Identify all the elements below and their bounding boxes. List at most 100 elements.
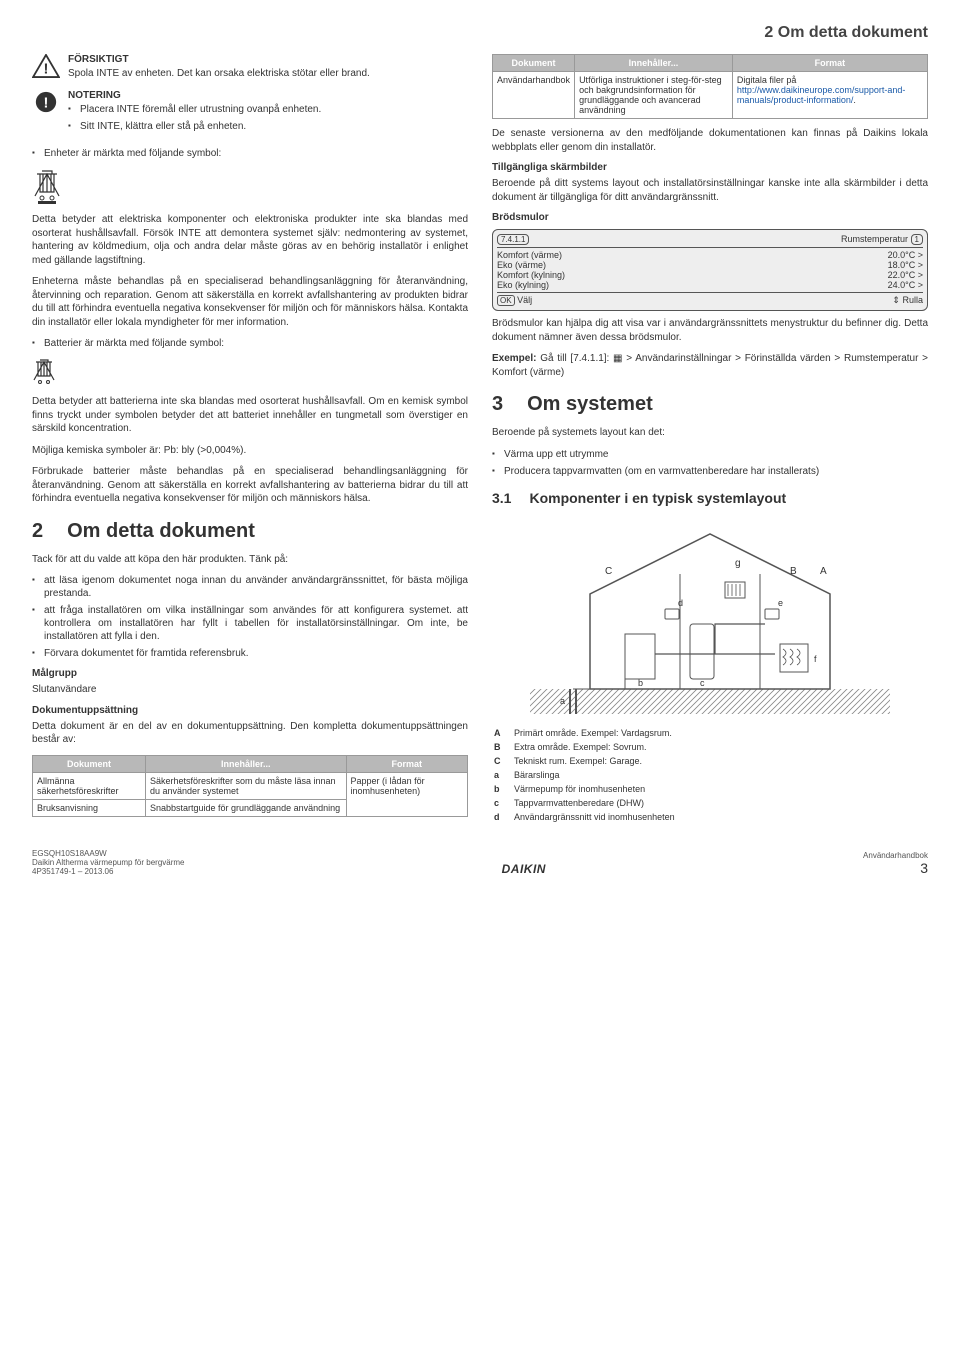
breadcrumbs-heading: Brödsmulor <box>492 212 928 223</box>
lcd-select-label: Välj <box>517 295 532 305</box>
thanks-item: att fråga installatören om vilka inställ… <box>32 604 468 643</box>
lcd-page-badge: 1 <box>911 234 923 245</box>
table-cell: Papper (i lådan för inomhusenheten) <box>346 772 467 816</box>
section-3-title: Om systemet <box>527 393 653 416</box>
section-3-item: Producera tappvarmvatten (om en varmvatt… <box>492 465 928 478</box>
caution-text: Spola INTE av enheten. Det kan orsaka el… <box>68 67 468 80</box>
notice-title: NOTERING <box>68 90 468 101</box>
lcd-row-label: Komfort (värme) <box>497 250 562 260</box>
thanks-text: Tack för att du valde att köpa den här p… <box>32 553 468 567</box>
battery-text-1: Detta betyder att batterierna inte ska b… <box>32 395 468 436</box>
thanks-item: att läsa igenom dokumentet noga innan du… <box>32 574 468 600</box>
caution-block: ! FÖRSIKTIGT Spola INTE av enheten. Det … <box>32 54 468 80</box>
lcd-row-value: 20.0°C > <box>888 250 923 260</box>
table-cell: Digitala filer på http://www.daikineurop… <box>732 72 927 119</box>
caution-title: FÖRSIKTIGT <box>68 54 468 65</box>
svg-text:B: B <box>790 566 797 577</box>
section-2-title: Om detta dokument <box>67 520 255 543</box>
section-3-item: Värma upp ett utrymme <box>492 448 928 461</box>
svg-text:g: g <box>735 558 741 569</box>
page-footer: EGSQH10S18AA9W Daikin Altherma värmepump… <box>32 843 928 876</box>
house-diagram: C g B A d e c b f a <box>492 514 928 717</box>
screens-text: Beroende på ditt systems layout och inst… <box>492 177 928 204</box>
notice-item: Sitt INTE, klättra eller stå på enheten. <box>68 120 468 133</box>
battery-text-2: Möjliga kemiska symboler är: Pb: bly (>0… <box>32 444 468 458</box>
section-3-1-heading: 3.1 Komponenter i en typisk systemlayout <box>492 490 928 506</box>
lcd-screenshot: 7.4.1.1 Rumstemperatur 1 Komfort (värme)… <box>492 229 928 311</box>
screens-heading: Tillgängliga skärmbilder <box>492 162 928 173</box>
lcd-scroll-label: Rulla <box>902 295 923 305</box>
svg-text:!: ! <box>44 61 49 77</box>
table-cell: Säkerhetsföreskrifter som du måste läsa … <box>145 772 346 799</box>
lcd-title: Rumstemperatur <box>841 234 908 244</box>
svg-text:A: A <box>820 566 827 577</box>
footer-product: Daikin Altherma värmepump för bergvärme <box>32 858 185 867</box>
section-3-1-number: 3.1 <box>492 490 511 506</box>
weee-text-1: Detta betyder att elektriska komponenter… <box>32 213 468 267</box>
breadcrumbs-text: Brödsmulor kan hjälpa dig att visa var i… <box>492 317 928 344</box>
table-cell: Bruksanvisning <box>33 799 146 816</box>
docset-table: Dokument Innehåller... Format Allmänna s… <box>32 755 468 817</box>
table-header: Dokument <box>493 55 575 72</box>
lcd-code-badge: 7.4.1.1 <box>497 234 529 245</box>
breadcrumbs-example: Exempel: Gå till [7.4.1.1]: ▦ > Användar… <box>492 352 928 379</box>
table-header: Format <box>346 755 467 772</box>
battery-weee-icon <box>32 356 468 389</box>
footer-model: EGSQH10S18AA9W <box>32 849 185 858</box>
lcd-row-value: 18.0°C > <box>888 260 923 270</box>
section-3-heading: 3 Om systemet <box>492 393 928 416</box>
page-number: 3 <box>863 860 928 876</box>
section-2-heading: 2 Om detta dokument <box>32 520 468 543</box>
thanks-item: Förvara dokumentet för framtida referens… <box>32 647 468 660</box>
page-header-title: 2 Om detta dokument <box>32 24 928 42</box>
table-header: Format <box>732 55 927 72</box>
svg-text:a: a <box>560 696 565 706</box>
lcd-row-value: 22.0°C > <box>888 270 923 280</box>
table-header: Innehåller... <box>575 55 733 72</box>
target-group-text: Slutanvändare <box>32 683 468 697</box>
latest-versions-text: De senaste versionerna av den medföljand… <box>492 127 928 154</box>
footer-docid: 4P351749-1 – 2013.06 <box>32 867 185 876</box>
weee-icon <box>32 166 468 207</box>
docset-table-2: Dokument Innehåller... Format Användarha… <box>492 54 928 119</box>
lcd-row-value: 24.0°C > <box>888 280 923 290</box>
diagram-legend: APrimärt område. Exempel: Vardagsrum. BE… <box>492 725 683 825</box>
doc-link[interactable]: http://www.daikineurope.com/support-and-… <box>737 85 906 105</box>
table-cell: Allmänna säkerhetsföreskrifter <box>33 772 146 799</box>
section-3-1-title: Komponenter i en typisk systemlayout <box>529 490 786 506</box>
table-cell: Snabbstartguide för grundläggande använd… <box>145 799 346 816</box>
notice-block: ! NOTERING Placera INTE föremål eller ut… <box>32 90 468 137</box>
target-group-heading: Målgrupp <box>32 668 468 679</box>
docset-text: Detta dokument är en del av en dokumentu… <box>32 720 468 747</box>
daikin-logo: DAIKIN <box>502 862 546 876</box>
lcd-ok-badge: OK <box>497 295 515 306</box>
section-3-number: 3 <box>492 393 503 416</box>
footer-doc-type: Användarhandbok <box>863 851 928 860</box>
circle-warning-icon: ! <box>32 90 60 114</box>
triangle-warning-icon: ! <box>32 54 60 78</box>
section-3-intro: Beroende på systemets layout kan det: <box>492 426 928 440</box>
battery-intro: Batterier är märkta med följande symbol: <box>32 337 468 350</box>
right-column: Dokument Innehåller... Format Användarha… <box>492 54 928 825</box>
weee-text-2: Enheterna måste behandlas på en speciali… <box>32 275 468 329</box>
left-column: ! FÖRSIKTIGT Spola INTE av enheten. Det … <box>32 54 468 825</box>
table-header: Innehåller... <box>145 755 346 772</box>
svg-text:d: d <box>678 598 683 608</box>
lcd-row-label: Komfort (kylning) <box>497 270 565 280</box>
battery-text-3: Förbrukade batterier måste behandlas på … <box>32 465 468 506</box>
svg-text:!: ! <box>44 96 49 112</box>
docset-heading: Dokumentuppsättning <box>32 705 468 716</box>
lcd-arrows-icon: ⇕ <box>892 295 900 305</box>
table-header: Dokument <box>33 755 146 772</box>
section-2-number: 2 <box>32 520 43 543</box>
svg-text:C: C <box>605 566 612 577</box>
table-cell: Utförliga instruktioner i steg-för-steg … <box>575 72 733 119</box>
svg-text:b: b <box>638 678 643 688</box>
svg-text:c: c <box>700 678 705 688</box>
symbol-intro: Enheter är märkta med följande symbol: <box>32 147 468 160</box>
svg-text:e: e <box>778 598 783 608</box>
table-cell: Användarhandbok <box>493 72 575 119</box>
lcd-row-label: Eko (kylning) <box>497 280 549 290</box>
lcd-row-label: Eko (värme) <box>497 260 546 270</box>
notice-item: Placera INTE föremål eller utrustning ov… <box>68 103 468 116</box>
